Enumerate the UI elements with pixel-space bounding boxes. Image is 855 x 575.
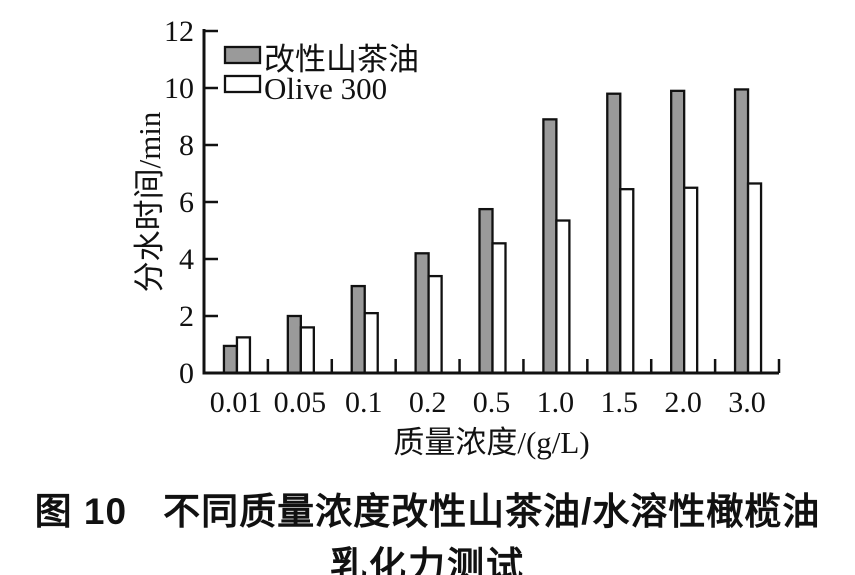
y-tick-label: 0 (179, 357, 194, 390)
y-axis-title: 分水时间/min (132, 111, 167, 292)
bar-改性山茶油-0.5 (478, 207, 494, 375)
bar-Olive 300-0.2 (427, 274, 443, 375)
y-tick-label: 6 (179, 186, 194, 219)
y-tick-label: 2 (179, 300, 194, 333)
bar-改性山茶油-0.01 (222, 344, 239, 375)
legend-swatch-0 (223, 45, 262, 65)
bar-chart: 0 2 4 6 8 10 12 0.01 0.05 0.1 0.2 0.5 1.0 1.5 2.0 3.0 质量… (132, 15, 781, 460)
bar-改性山茶油-0.05 (286, 314, 302, 375)
bar-改性山茶油-0.1 (350, 284, 366, 375)
x-tick-label: 0.01 (210, 386, 263, 419)
x-tick-label: 0.2 (409, 386, 447, 419)
y-tick-label: 4 (179, 243, 194, 276)
y-tick-label: 10 (164, 72, 194, 105)
bar-改性山茶油-3.0 (733, 88, 750, 375)
x-axis-title: 质量浓度/(g/L) (393, 425, 589, 460)
x-tick-label: 2.0 (664, 386, 702, 419)
bar-Olive 300-1.5 (619, 188, 635, 375)
figure-caption: 图 10 不同质量浓度改性山茶油/水溶性橄榄油 (0, 481, 855, 535)
x-tick-label: 1.5 (601, 386, 639, 419)
bar-Olive 300-0.05 (299, 326, 315, 375)
bar-改性山茶油-2.0 (670, 89, 686, 375)
x-tick-label: 1.0 (537, 386, 575, 419)
bar-Olive 300-3.0 (746, 182, 763, 375)
x-tick-label: 0.5 (473, 386, 511, 419)
bar-Olive 300-2.0 (683, 186, 699, 375)
legend-label-1: Olive 300 (264, 71, 387, 106)
y-tick-label: 12 (164, 15, 194, 48)
bar-Olive 300-1.0 (555, 219, 571, 375)
caption-subtitle: 乳化力测试 (330, 545, 525, 575)
legend-label-0: 改性山茶油 (264, 42, 419, 77)
bar-Olive 300-0.01 (235, 336, 252, 375)
bar-Olive 300-0.1 (363, 311, 379, 375)
legend-swatch-1 (223, 74, 262, 94)
caption-title: 不同质量浓度改性山茶油/水溶性橄榄油 (163, 491, 821, 532)
bar-Olive 300-0.5 (491, 242, 507, 375)
x-tick-label: 0.05 (274, 386, 327, 419)
x-tick-label: 3.0 (728, 386, 766, 419)
bar-改性山茶油-1.0 (542, 118, 558, 375)
bar-改性山茶油-0.2 (414, 252, 430, 375)
x-tick-label: 0.1 (345, 386, 383, 419)
y-tick-label: 8 (179, 129, 194, 162)
figure-label: 图 10 (34, 491, 128, 532)
bar-改性山茶油-1.5 (606, 92, 622, 375)
